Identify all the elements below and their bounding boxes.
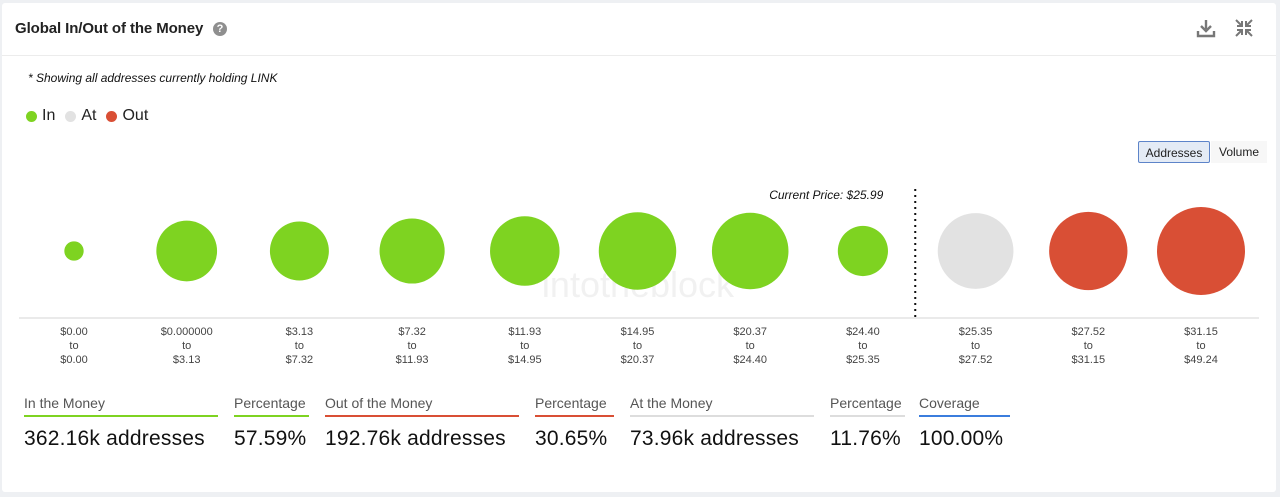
stat-label: At the Money	[630, 395, 814, 417]
legend-label-out: Out	[122, 107, 149, 124]
stat-out-of-the-money: Out of the Money 192.76k addresses	[325, 395, 519, 451]
x-tick-label: $7.32	[286, 354, 314, 366]
stat-coverage: Coverage 100.00%	[919, 395, 1010, 451]
bubble-in[interactable]	[598, 212, 677, 290]
legend-label-at: At	[81, 107, 97, 124]
x-tick-label: $31.15	[1184, 326, 1218, 338]
x-tick-label: to	[633, 340, 642, 352]
x-tick-label: to	[1196, 340, 1205, 352]
stat-label: Percentage	[830, 395, 905, 417]
stat-label: Percentage	[535, 395, 614, 417]
bubble-in[interactable]	[837, 225, 888, 277]
legend-item-in[interactable]: In	[26, 107, 55, 125]
x-tick-label: $7.32	[398, 326, 426, 338]
x-tick-label: to	[1084, 340, 1093, 352]
x-tick-label: $20.37	[733, 326, 767, 338]
bubble-out[interactable]	[1157, 207, 1245, 295]
bubble-at[interactable]	[937, 213, 1014, 289]
x-tick-label: $27.52	[1071, 326, 1105, 338]
x-tick-label: $11.93	[396, 354, 429, 366]
x-tick-label: $27.52	[959, 354, 993, 366]
bubble-in[interactable]	[269, 221, 329, 281]
x-tick-label: to	[182, 340, 191, 352]
addresses-toggle-button[interactable]: Addresses	[1138, 141, 1210, 163]
stat-value: 100.00%	[919, 427, 1004, 450]
stat-value: 30.65%	[535, 427, 608, 450]
stat-value: 57.59%	[234, 427, 307, 450]
bubble-out[interactable]	[1049, 211, 1128, 291]
stat-label: Coverage	[919, 395, 1010, 417]
x-tick-label: $3.13	[286, 326, 314, 338]
stat-label: Percentage	[234, 395, 309, 417]
chart-legend: In At Out	[26, 107, 158, 125]
x-tick-label: $11.93	[508, 326, 541, 338]
x-tick-label: to	[520, 340, 529, 352]
x-tick-label: to	[408, 340, 417, 352]
x-tick-label: $0.000000	[161, 326, 213, 338]
legend-item-at[interactable]: At	[65, 107, 96, 125]
bubble-in[interactable]	[156, 220, 218, 282]
collapse-icon[interactable]	[1233, 17, 1255, 39]
x-tick-label: $14.95	[508, 354, 542, 366]
download-icon[interactable]	[1195, 17, 1217, 39]
x-tick-label: $0.00	[60, 354, 88, 366]
stat-in-the-money: In the Money 362.16k addresses	[24, 395, 218, 451]
holding-note: * Showing all addresses currently holdin…	[28, 71, 278, 85]
bubble-in[interactable]	[64, 241, 84, 261]
x-tick-label: $25.35	[846, 354, 880, 366]
stat-value: 73.96k addresses	[630, 427, 799, 450]
x-tick-label: to	[858, 340, 867, 352]
x-tick-label: $14.95	[621, 326, 655, 338]
bubble-in[interactable]	[711, 212, 789, 290]
stat-label: In the Money	[24, 395, 218, 417]
x-tick-label: $0.00	[60, 326, 88, 338]
current-price-label: Current Price: $25.99	[769, 188, 883, 202]
stat-out-percentage: Percentage 30.65%	[535, 395, 614, 451]
x-tick-label: $20.37	[621, 354, 655, 366]
x-tick-label: $31.15	[1071, 354, 1105, 366]
help-icon[interactable]: ?	[213, 22, 227, 36]
legend-dot-out	[106, 110, 118, 122]
stat-at-the-money: At the Money 73.96k addresses	[630, 395, 814, 451]
x-tick-label: $49.24	[1184, 354, 1218, 366]
legend-label-in: In	[42, 107, 56, 124]
x-tick-label: $24.40	[846, 326, 880, 338]
chart-card: Global In/Out of the Money ? * Showing a…	[2, 3, 1276, 492]
bubble-in[interactable]	[379, 218, 445, 284]
x-tick-label: to	[746, 340, 755, 352]
legend-item-out[interactable]: Out	[106, 107, 148, 125]
bubble-chart: intotheblock$0.00to$0.00$0.000000to$3.13…	[19, 188, 1259, 366]
card-header: Global In/Out of the Money ?	[2, 3, 1276, 56]
x-tick-label: $25.35	[959, 326, 993, 338]
stat-in-percentage: Percentage 57.59%	[234, 395, 309, 451]
legend-dot-at	[65, 110, 77, 122]
bubble-in[interactable]	[490, 216, 560, 286]
x-tick-label: to	[69, 340, 78, 352]
x-tick-label: to	[971, 340, 980, 352]
stat-value: 192.76k addresses	[325, 427, 506, 450]
stat-value: 11.76%	[830, 427, 901, 450]
x-tick-label: $3.13	[173, 354, 201, 366]
legend-dot-in	[26, 110, 37, 122]
x-tick-label: $24.40	[733, 354, 767, 366]
stat-at-percentage: Percentage 11.76%	[830, 395, 905, 451]
x-tick-label: to	[295, 340, 304, 352]
card-title: Global In/Out of the Money	[15, 20, 204, 37]
stat-label: Out of the Money	[325, 395, 519, 417]
volume-toggle-button[interactable]: Volume	[1211, 141, 1267, 163]
stat-value: 362.16k addresses	[24, 427, 205, 450]
